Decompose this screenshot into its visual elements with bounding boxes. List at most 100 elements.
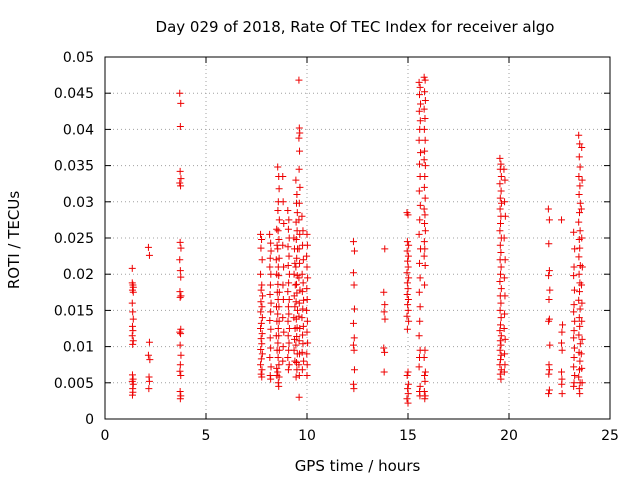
data-point — [285, 339, 293, 347]
data-point — [266, 290, 274, 298]
data-point — [420, 387, 428, 395]
data-point — [571, 245, 579, 253]
data-point — [403, 247, 411, 255]
data-point — [275, 361, 283, 369]
data-point — [257, 361, 265, 369]
data-point — [279, 198, 287, 206]
data-point — [274, 368, 282, 376]
data-point — [501, 198, 509, 206]
data-point — [575, 191, 583, 199]
data-point — [497, 341, 505, 349]
data-point — [545, 370, 553, 378]
data-point — [295, 312, 303, 320]
data-point — [578, 299, 586, 307]
data-point — [575, 314, 583, 322]
data-point — [416, 216, 424, 224]
data-point — [496, 154, 504, 162]
data-point — [273, 364, 281, 372]
y-tick-label: 0.05 — [63, 50, 94, 66]
y-tick-label: 0.01 — [63, 340, 94, 356]
data-point — [404, 390, 412, 398]
data-point — [295, 134, 303, 142]
x-tick-label: 25 — [601, 428, 619, 444]
data-point — [349, 341, 357, 349]
data-point — [129, 288, 137, 296]
data-point — [284, 206, 292, 214]
data-point — [545, 296, 553, 304]
data-point — [295, 372, 303, 380]
grid-lines — [105, 57, 610, 419]
data-point — [501, 176, 509, 184]
data-point — [293, 191, 301, 199]
data-point — [546, 286, 554, 294]
data-point — [421, 281, 429, 289]
data-point — [274, 325, 282, 332]
data-point — [403, 290, 411, 298]
data-point — [500, 325, 508, 332]
data-point — [257, 298, 265, 306]
data-point — [571, 372, 579, 380]
data-point — [177, 351, 185, 359]
data-point — [421, 368, 429, 376]
data-point — [293, 289, 301, 297]
data-point — [275, 185, 283, 193]
data-point — [575, 172, 583, 180]
data-point — [266, 254, 274, 262]
data-point — [578, 263, 586, 271]
data-point — [420, 353, 428, 361]
data-point — [576, 163, 584, 171]
data-point — [403, 372, 411, 380]
data-point — [381, 301, 389, 309]
data-point — [380, 344, 388, 352]
data-point — [380, 308, 388, 316]
data-point — [292, 373, 300, 381]
data-point — [496, 194, 504, 202]
data-point — [496, 306, 504, 314]
data-point — [291, 303, 299, 311]
data-point — [496, 327, 504, 335]
y-tick-label: 0.03 — [63, 195, 94, 211]
data-point — [279, 296, 287, 304]
data-point — [421, 377, 429, 385]
data-point — [257, 230, 265, 238]
data-point — [415, 288, 423, 296]
data-point — [497, 356, 505, 364]
data-point — [128, 332, 136, 340]
data-point — [570, 286, 578, 294]
data-point — [299, 331, 307, 339]
data-point — [279, 172, 287, 180]
data-point — [420, 73, 428, 81]
data-point — [350, 385, 358, 393]
data-point — [279, 241, 287, 249]
data-point — [279, 357, 287, 365]
data-point — [284, 366, 292, 374]
data-point — [296, 129, 304, 137]
data-point — [498, 199, 506, 207]
data-point — [285, 216, 293, 224]
data-point — [578, 364, 586, 372]
data-point — [416, 382, 424, 390]
data-point — [258, 330, 266, 338]
data-point — [129, 380, 137, 388]
data-point — [558, 380, 566, 388]
data-point — [570, 327, 578, 335]
data-point — [404, 399, 412, 407]
data-point — [279, 314, 287, 322]
data-point — [257, 286, 265, 294]
data-point — [497, 332, 505, 340]
data-point — [299, 279, 307, 287]
data-point — [293, 332, 301, 340]
data-point — [267, 308, 275, 316]
data-point — [303, 263, 311, 271]
data-point — [257, 319, 265, 327]
data-point — [303, 361, 311, 369]
data-point — [501, 350, 509, 358]
data-point — [303, 306, 311, 314]
data-point — [144, 243, 152, 251]
data-point — [545, 386, 553, 394]
data-point — [497, 160, 505, 168]
data-point — [575, 209, 583, 217]
data-point — [405, 241, 413, 249]
data-point — [296, 230, 304, 238]
data-point — [575, 296, 583, 304]
